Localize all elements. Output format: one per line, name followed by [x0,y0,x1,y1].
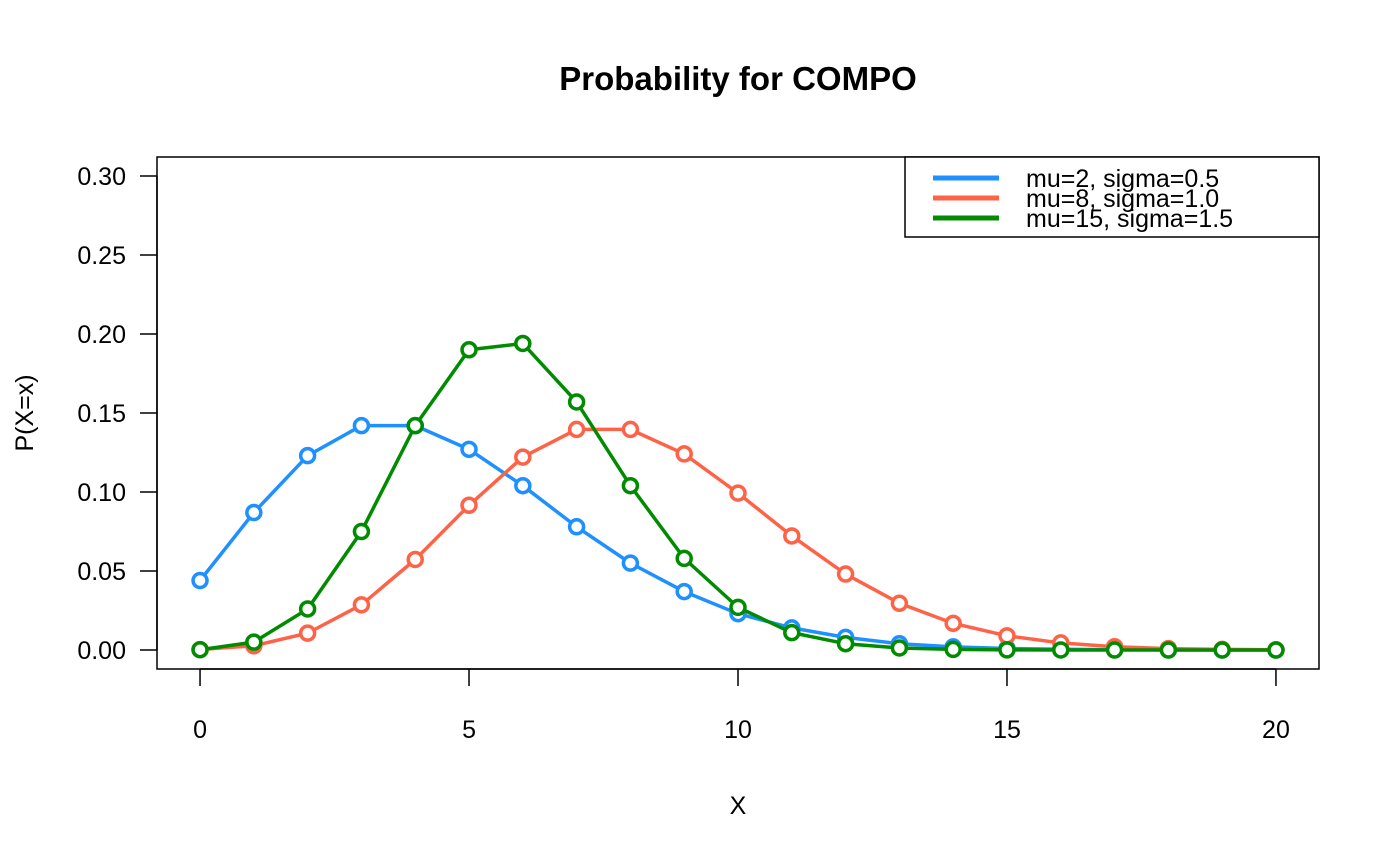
data-point [890,639,909,657]
data-point [944,640,962,659]
data-point [352,596,371,614]
x-axis-label: X [730,792,747,820]
data-point [352,416,371,435]
y-axis-label: P(X=x) [11,374,39,451]
data-point [514,476,532,495]
data-point [460,440,478,459]
y-tick-label: 0.00 [77,637,126,665]
data-point [406,550,424,569]
data-point [944,614,962,633]
data-point [460,496,478,515]
data-point [1213,641,1231,659]
y-tick-label: 0.20 [77,321,126,349]
data-point [1267,641,1285,659]
y-tick-label: 0.30 [77,163,126,191]
chart-title: Probability for COMPO [559,60,917,97]
x-tick-label: 10 [724,716,752,744]
data-point [783,527,801,545]
data-point [567,393,586,411]
data-point [890,594,909,613]
data-point [998,627,1016,645]
legend-label: mu=8, sigma=1.0 [1026,185,1219,213]
data-point [729,484,747,502]
data-point [191,571,209,590]
data-point [298,600,317,618]
data-point [621,476,640,495]
data-point [352,522,371,541]
data-point [621,420,640,439]
data-point [1105,641,1124,659]
data-point [406,416,424,435]
data-point [729,598,747,617]
data-point [245,633,263,651]
x-tick-label: 15 [993,716,1021,744]
data-point [675,582,693,601]
data-point [1052,641,1070,659]
y-tick-label: 0.10 [77,479,126,507]
x-tick-label: 0 [193,716,207,744]
data-point [567,518,586,536]
data-point [675,549,693,568]
x-tick-label: 5 [462,716,476,744]
data-point [245,503,263,522]
y-tick-label: 0.25 [77,242,126,270]
data-point [675,445,693,463]
data-point [460,341,478,359]
y-tick-label: 0.05 [77,558,126,586]
y-axis: 0.00 0.05 0.10 0.15 0.20 0.25 0.30 [77,163,158,665]
data-point [514,448,532,466]
series-3 [191,334,1285,659]
data-point [836,634,855,653]
legend-label: mu=2, sigma=0.5 [1026,165,1219,193]
legend: mu=2, sigma=0.5mu=8, sigma=1.0mu=15, sig… [904,156,1320,238]
data-point [998,641,1016,659]
data-point [298,624,317,642]
data-point [514,334,532,353]
y-tick-label: 0.15 [77,400,126,428]
legend-label: mu=15, sigma=1.5 [1026,205,1233,233]
data-point [783,623,801,642]
x-axis: 0 5 10 15 20 [193,668,1290,744]
series-layer [191,334,1285,659]
data-point [621,554,640,572]
data-point [298,446,317,465]
data-point [191,640,209,659]
data-point [1159,641,1178,659]
data-point [567,420,586,439]
x-tick-label: 20 [1262,716,1290,744]
data-point [836,565,855,583]
